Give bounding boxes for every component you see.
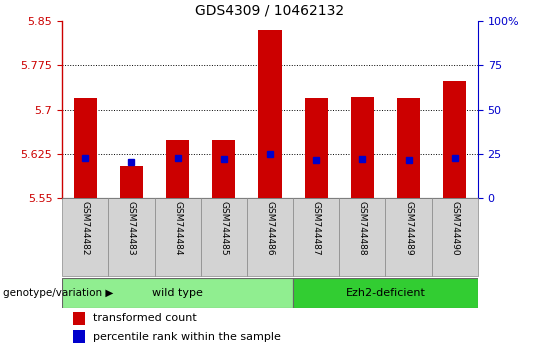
Bar	[305, 98, 328, 198]
Text: GSM744490: GSM744490	[450, 201, 460, 255]
Bar	[351, 97, 374, 198]
Text: genotype/variation ▶: genotype/variation ▶	[3, 288, 113, 298]
Bar	[62, 278, 293, 308]
Bar	[201, 198, 247, 276]
Text: GSM744488: GSM744488	[358, 201, 367, 255]
Text: GSM744487: GSM744487	[312, 201, 321, 255]
Title: GDS4309 / 10462132: GDS4309 / 10462132	[195, 3, 345, 17]
Text: transformed count: transformed count	[93, 313, 197, 323]
Bar	[212, 141, 235, 198]
Bar	[247, 198, 293, 276]
Bar	[120, 166, 143, 198]
Bar	[293, 278, 478, 308]
Text: GSM744489: GSM744489	[404, 201, 413, 255]
Bar	[339, 198, 386, 276]
Text: GSM744483: GSM744483	[127, 201, 136, 255]
Bar	[443, 81, 467, 198]
Text: percentile rank within the sample: percentile rank within the sample	[93, 332, 281, 342]
Bar	[73, 98, 97, 198]
Text: GSM744484: GSM744484	[173, 201, 182, 255]
Bar	[62, 198, 109, 276]
Text: GSM744486: GSM744486	[266, 201, 274, 255]
Text: wild type: wild type	[152, 288, 203, 298]
Bar	[293, 198, 339, 276]
Text: GSM744485: GSM744485	[219, 201, 228, 255]
Bar	[431, 198, 478, 276]
Text: Ezh2-deficient: Ezh2-deficient	[346, 288, 426, 298]
Bar	[154, 198, 201, 276]
Bar	[109, 198, 154, 276]
Bar	[259, 30, 281, 198]
Bar	[166, 141, 189, 198]
Bar	[386, 198, 431, 276]
Text: GSM744482: GSM744482	[80, 201, 90, 255]
Bar	[397, 98, 420, 198]
